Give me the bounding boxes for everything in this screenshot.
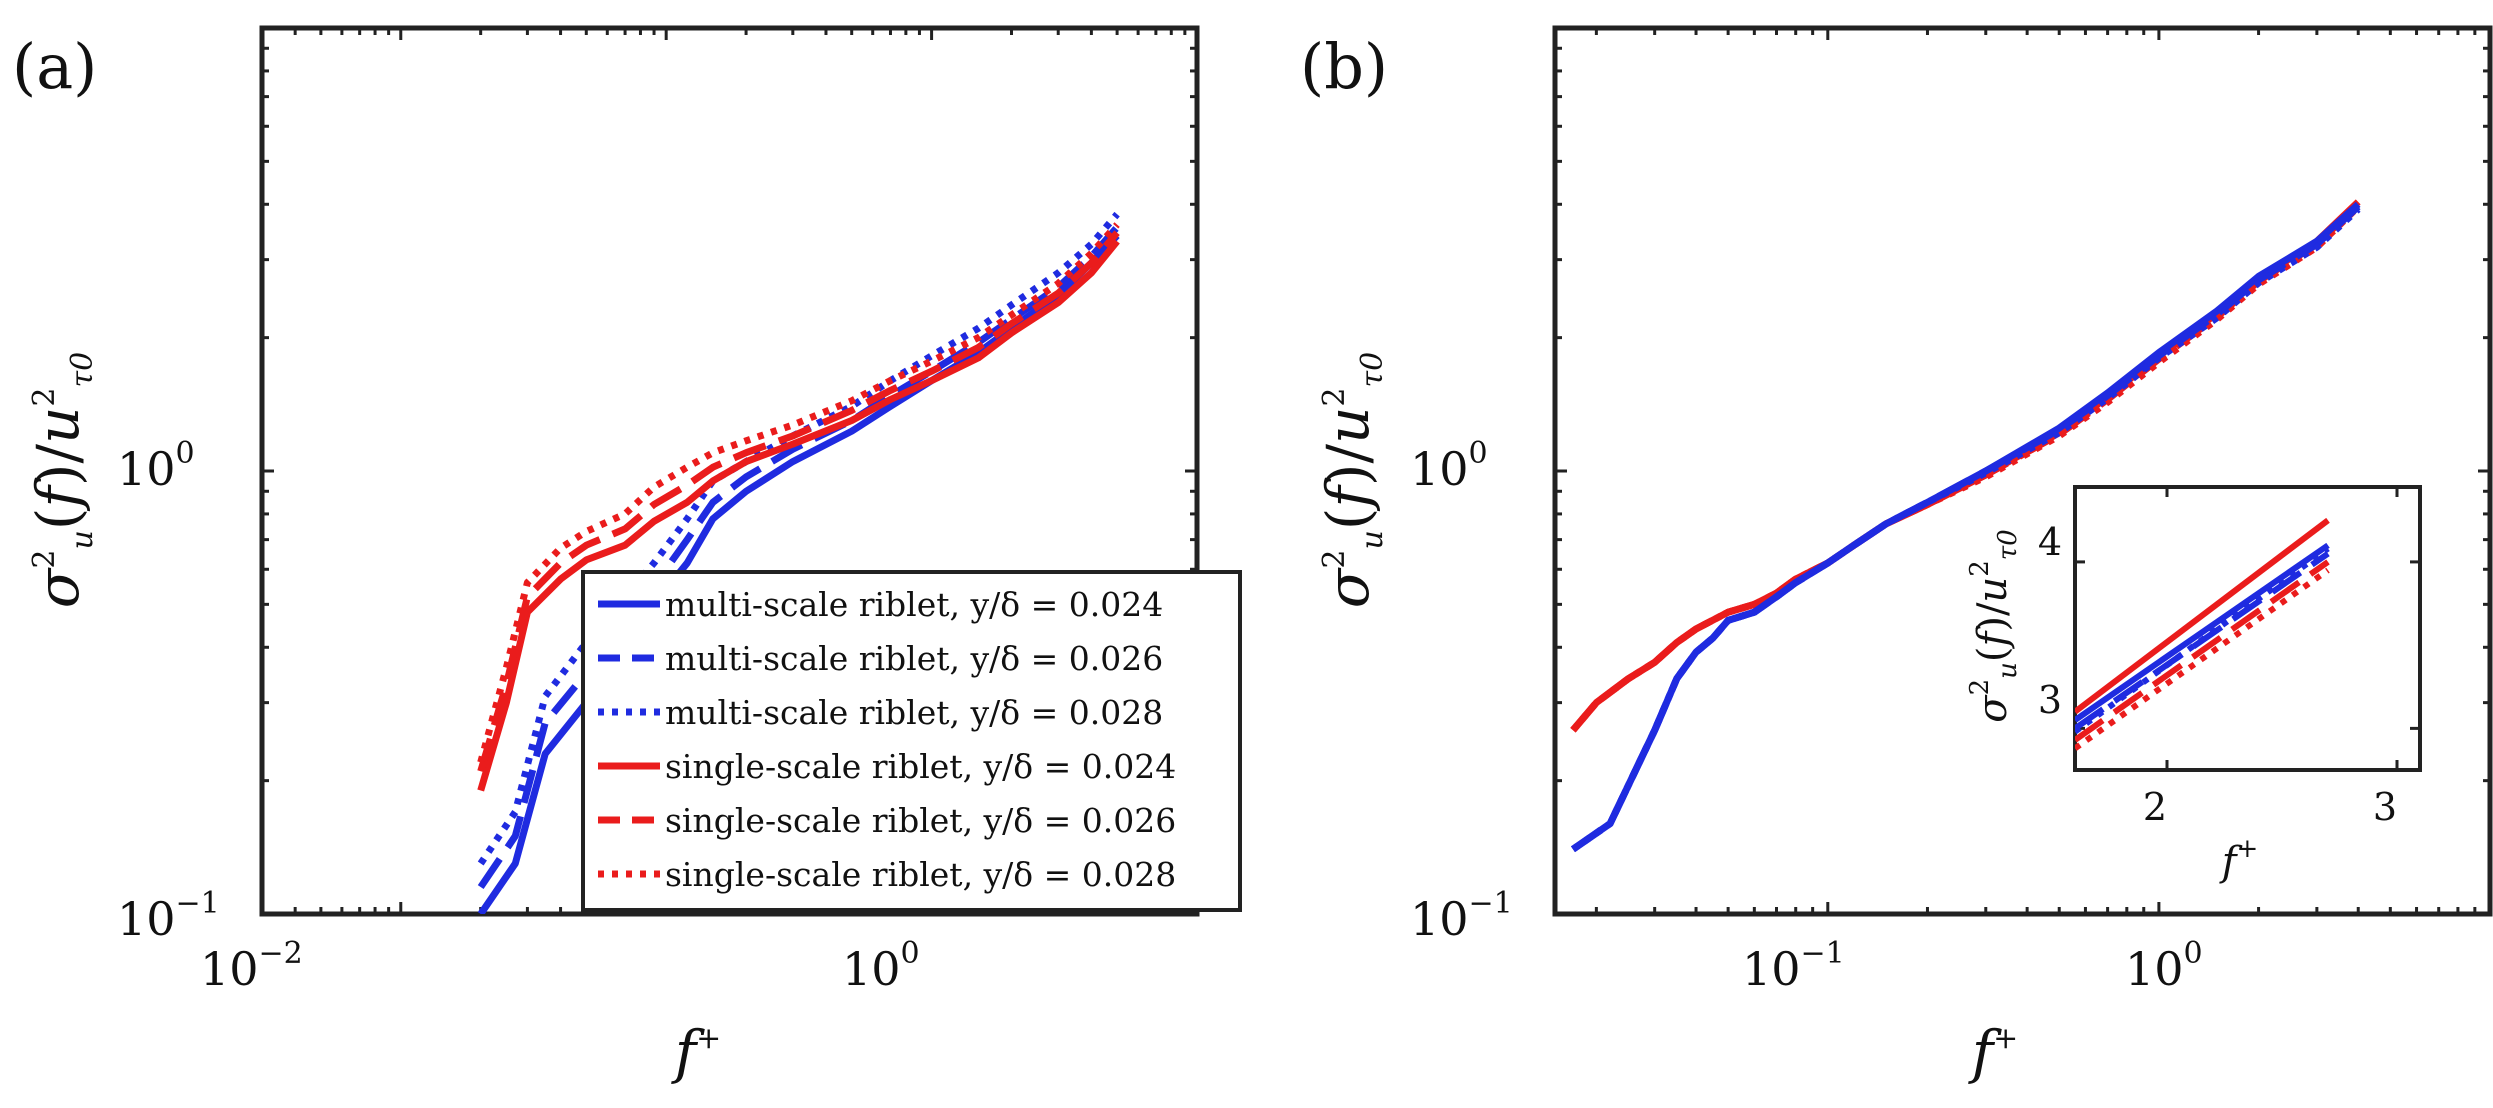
panel-a-ylabel: σ2u(f)/u2τ0 bbox=[24, 352, 100, 608]
legend-label-0: multi-scale riblet, y/δ = 0.024 bbox=[665, 585, 1163, 624]
inset-ytick-label-0: 3 bbox=[2038, 678, 2062, 722]
inset-series-4 bbox=[2075, 559, 2330, 743]
inset-series-3 bbox=[2075, 517, 2330, 715]
panel-b-xtick-label-0: 10−1 bbox=[1742, 936, 1845, 996]
panel-b-series bbox=[1570, 199, 2361, 853]
panel-a-label: (a) bbox=[12, 30, 97, 103]
panel-b-ytick-label-0: 10−1 bbox=[1410, 886, 1513, 946]
panel-a-ytick-label-1: 100 bbox=[117, 436, 195, 496]
panel-a: (a) 100 10−1 10−2 100 f+ σ2u(f)/u2τ0 mul… bbox=[12, 25, 1242, 1086]
panel-b-ylabel: σ2u(f)/u2τ0 bbox=[1314, 352, 1390, 608]
inset-series-5 bbox=[2075, 567, 2330, 751]
panel-b-ticks bbox=[1555, 26, 2492, 916]
panel-a-xtick-label-1: 100 bbox=[842, 936, 920, 996]
panel-a-ytick-label-0: 10−1 bbox=[117, 886, 220, 946]
legend-label-2: multi-scale riblet, y/δ = 0.028 bbox=[665, 693, 1163, 732]
legend-box bbox=[581, 570, 1242, 912]
panel-a-series-1 bbox=[477, 224, 1120, 890]
inset-ytick-label-1: 4 bbox=[2038, 520, 2062, 564]
legend-label-1: multi-scale riblet, y/δ = 0.026 bbox=[665, 639, 1163, 678]
panel-b-label: (b) bbox=[1300, 30, 1388, 103]
legend: multi-scale riblet, y/δ = 0.024 multi-sca… bbox=[581, 570, 1242, 912]
panel-a-series bbox=[477, 211, 1120, 914]
panel-a-series-5 bbox=[477, 222, 1120, 764]
panel-a-series-4 bbox=[477, 230, 1120, 773]
inset-series-2 bbox=[2075, 546, 2330, 735]
inset-series bbox=[2075, 517, 2330, 751]
panel-a-xlabel: f+ bbox=[671, 1018, 722, 1086]
panel-a-series-2 bbox=[477, 211, 1120, 866]
panel-b-xlabel: f+ bbox=[1968, 1018, 2019, 1086]
legend-label-4: single-scale riblet, y/δ = 0.026 bbox=[665, 801, 1176, 840]
legend-label-5: single-scale riblet, y/δ = 0.028 bbox=[665, 855, 1176, 894]
legend-label-3: single-scale riblet, y/δ = 0.024 bbox=[665, 747, 1176, 786]
inset-series-0 bbox=[2075, 542, 2330, 723]
panel-b-frame bbox=[1552, 25, 2493, 917]
panel-a-xtick-label-0: 10−2 bbox=[200, 936, 303, 996]
panel-b: (b) 100 10−1 10−1 100 f+ σ2u(f)/u2τ0 2 3… bbox=[1300, 25, 2493, 1086]
panel-a-series-3 bbox=[477, 239, 1120, 792]
inset-xtick-label-1: 3 bbox=[2373, 785, 2397, 829]
panel-b-xtick-label-1: 100 bbox=[2125, 936, 2203, 996]
inset-xtick-label-0: 2 bbox=[2143, 785, 2167, 829]
panel-b-ytick-label-1: 100 bbox=[1410, 436, 1488, 496]
